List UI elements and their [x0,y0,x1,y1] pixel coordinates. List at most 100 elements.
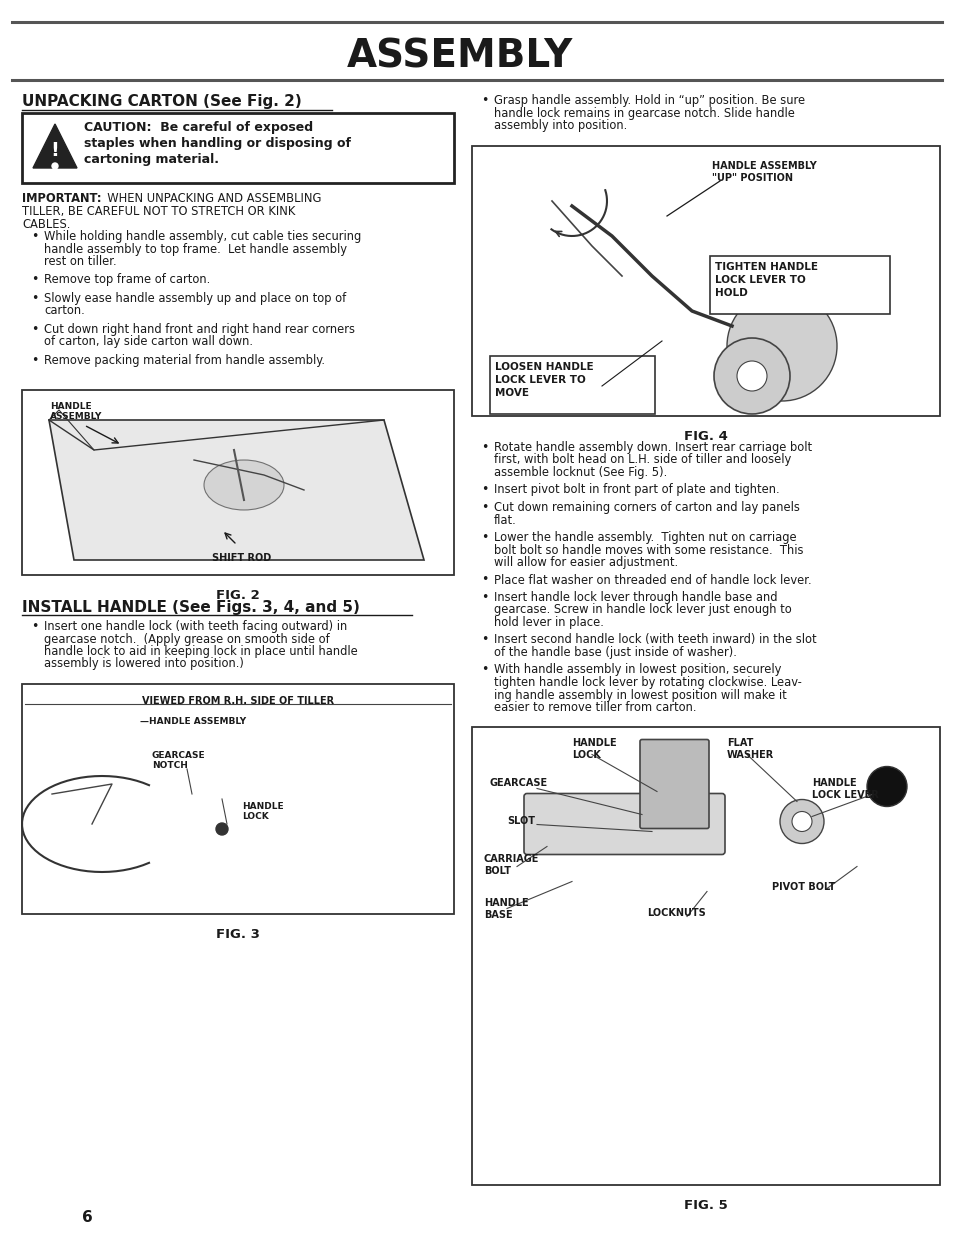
Text: •: • [30,324,38,336]
Text: FIG. 3: FIG. 3 [215,927,259,941]
Text: IMPORTANT:: IMPORTANT: [22,191,101,205]
Text: handle assembly to top frame.  Let handle assembly: handle assembly to top frame. Let handle… [44,242,347,256]
Text: Insert second handle lock (with teeth inward) in the slot: Insert second handle lock (with teeth in… [494,634,816,646]
Text: While holding handle assembly, cut cable ties securing: While holding handle assembly, cut cable… [44,230,361,243]
FancyBboxPatch shape [523,794,724,855]
Text: •: • [480,573,488,587]
Text: VIEWED FROM R.H. SIDE OF TILLER: VIEWED FROM R.H. SIDE OF TILLER [142,697,334,706]
Text: •: • [30,620,38,634]
Circle shape [215,823,228,835]
Text: will allow for easier adjustment.: will allow for easier adjustment. [494,556,678,569]
Text: SHIFT ROD: SHIFT ROD [213,553,272,563]
Text: •: • [480,501,488,514]
Text: Insert handle lock lever through handle base and: Insert handle lock lever through handle … [494,592,777,604]
Circle shape [52,163,58,169]
Text: HANDLE
LOCK LEVER: HANDLE LOCK LEVER [811,778,878,800]
Text: With handle assembly in lowest position, securely: With handle assembly in lowest position,… [494,663,781,677]
Text: •: • [480,483,488,496]
Text: GEARCASE
NOTCH: GEARCASE NOTCH [152,751,206,771]
Bar [472,146,939,416]
Bar [709,256,889,314]
Bar [22,390,454,576]
Text: Insert pivot bolt in front part of plate and tighten.: Insert pivot bolt in front part of plate… [494,483,779,496]
Text: handle lock to aid in keeping lock in place until handle: handle lock to aid in keeping lock in pl… [44,645,357,658]
Text: !: ! [51,141,59,159]
Text: CAUTION:  Be careful of exposed: CAUTION: Be careful of exposed [84,121,313,135]
Text: of the handle base (just inside of washer).: of the handle base (just inside of washe… [494,646,736,659]
Text: HANDLE
LOCK: HANDLE LOCK [242,802,283,821]
Ellipse shape [726,291,836,401]
Circle shape [713,338,789,414]
Text: Place flat washer on threaded end of handle lock lever.: Place flat washer on threaded end of han… [494,573,811,587]
Text: GEARCASE: GEARCASE [490,778,548,788]
Text: •: • [480,94,488,107]
Polygon shape [33,124,77,168]
Text: HANDLE
BASE: HANDLE BASE [483,899,528,920]
Text: SLOT: SLOT [506,816,535,826]
Text: HANDLE
LOCK: HANDLE LOCK [572,739,616,760]
Bar [472,726,939,1186]
Polygon shape [49,420,423,559]
Circle shape [737,361,766,391]
Text: Slowly ease handle assembly up and place on top of: Slowly ease handle assembly up and place… [44,291,346,305]
Text: INSTALL HANDLE (See Figs. 3, 4, and 5): INSTALL HANDLE (See Figs. 3, 4, and 5) [22,600,359,615]
Text: •: • [480,634,488,646]
FancyBboxPatch shape [639,740,708,829]
Circle shape [791,811,811,831]
Text: HANDLE ASSEMBLY
"UP" POSITION: HANDLE ASSEMBLY "UP" POSITION [711,161,816,183]
Text: Remove packing material from handle assembly.: Remove packing material from handle asse… [44,354,325,367]
Text: Grasp handle assembly. Hold in “up” position. Be sure: Grasp handle assembly. Hold in “up” posi… [494,94,804,107]
Text: bolt bolt so handle moves with some resistance.  This: bolt bolt so handle moves with some resi… [494,543,802,557]
Text: TIGHTEN HANDLE
LOCK LEVER TO
HOLD: TIGHTEN HANDLE LOCK LEVER TO HOLD [714,262,817,298]
Text: Remove top frame of carton.: Remove top frame of carton. [44,273,210,287]
Text: cartoning material.: cartoning material. [84,153,219,165]
Circle shape [866,767,906,806]
Text: of carton, lay side carton wall down.: of carton, lay side carton wall down. [44,336,253,348]
Ellipse shape [204,459,284,510]
Bar [490,356,655,414]
Text: Cut down remaining corners of carton and lay panels: Cut down remaining corners of carton and… [494,501,799,514]
Text: •: • [480,592,488,604]
Text: CABLES.: CABLES. [22,219,71,231]
Circle shape [780,799,823,844]
Text: Lower the handle assembly.  Tighten nut on carriage: Lower the handle assembly. Tighten nut o… [494,531,796,543]
Text: assembly is lowered into position.): assembly is lowered into position.) [44,657,244,671]
Text: rest on tiller.: rest on tiller. [44,254,116,268]
Text: tighten handle lock lever by rotating clockwise. Leav-: tighten handle lock lever by rotating cl… [494,676,801,689]
Text: carton.: carton. [44,305,85,317]
Text: •: • [30,291,38,305]
Text: •: • [480,441,488,454]
Text: 6: 6 [82,1210,92,1225]
Text: Rotate handle assembly down. Insert rear carriage bolt: Rotate handle assembly down. Insert rear… [494,441,811,454]
Text: Cut down right hand front and right hand rear corners: Cut down right hand front and right hand… [44,324,355,336]
Text: •: • [480,531,488,543]
Text: FIG. 5: FIG. 5 [683,1199,727,1212]
Text: assembly into position.: assembly into position. [494,119,626,132]
Text: Insert one handle lock (with teeth facing outward) in: Insert one handle lock (with teeth facin… [44,620,347,634]
Bar [22,112,454,183]
Text: staples when handling or disposing of: staples when handling or disposing of [84,137,351,149]
Text: gearcase notch.  (Apply grease on smooth side of: gearcase notch. (Apply grease on smooth … [44,632,330,646]
Text: easier to remove tiller from carton.: easier to remove tiller from carton. [494,701,696,714]
Text: TILLER, BE CAREFUL NOT TO STRETCH OR KINK: TILLER, BE CAREFUL NOT TO STRETCH OR KIN… [22,205,295,219]
Text: •: • [30,273,38,287]
Text: gearcase. Screw in handle lock lever just enough to: gearcase. Screw in handle lock lever jus… [494,604,791,616]
Text: FLAT
WASHER: FLAT WASHER [726,739,774,760]
Text: •: • [30,354,38,367]
Text: •: • [480,663,488,677]
Text: FIG. 2: FIG. 2 [216,589,259,601]
Text: ASSEMBLY: ASSEMBLY [347,37,573,75]
Text: flat.: flat. [494,514,517,526]
Text: UNPACKING CARTON (See Fig. 2): UNPACKING CARTON (See Fig. 2) [22,94,301,109]
Text: PIVOT BOLT: PIVOT BOLT [771,882,835,892]
Text: LOCKNUTS: LOCKNUTS [646,909,705,919]
Text: CARRIAGE
BOLT: CARRIAGE BOLT [483,855,538,876]
Text: handle lock remains in gearcase notch. Slide handle: handle lock remains in gearcase notch. S… [494,106,794,120]
Text: LOOSEN HANDLE
LOCK LEVER TO
MOVE: LOOSEN HANDLE LOCK LEVER TO MOVE [495,362,593,398]
Bar [22,684,454,914]
Text: first, with bolt head on L.H. side of tiller and loosely: first, with bolt head on L.H. side of ti… [494,453,790,467]
Text: —HANDLE ASSEMBLY: —HANDLE ASSEMBLY [140,718,246,726]
Text: FIG. 4: FIG. 4 [683,430,727,443]
Text: WHEN UNPACKING AND ASSEMBLING: WHEN UNPACKING AND ASSEMBLING [100,191,321,205]
Text: HANDLE
ASSEMBLY: HANDLE ASSEMBLY [50,403,102,421]
